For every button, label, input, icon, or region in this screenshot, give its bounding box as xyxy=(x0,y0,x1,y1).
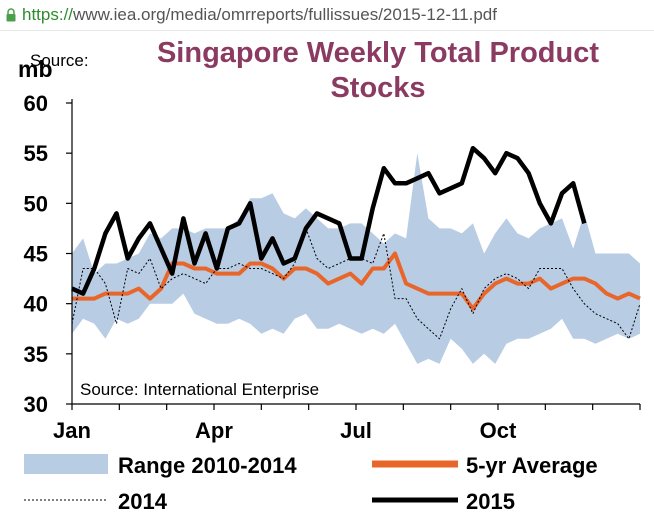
y-tick-label: 40 xyxy=(24,292,48,317)
series-2015-line xyxy=(71,145,587,296)
chart-title-line2: Stocks xyxy=(330,72,425,104)
url-path: www.iea.org/media/omrreports/fullissues/… xyxy=(73,5,497,24)
url-text[interactable]: https://www.iea.org/media/omrreports/ful… xyxy=(22,5,497,25)
legend-label-2015: 2015 xyxy=(466,489,515,514)
y-tick-label: 35 xyxy=(24,342,48,367)
x-tick-label: Jul xyxy=(340,418,372,443)
y-tick-label: 50 xyxy=(24,191,48,216)
legend-label-range: Range 2010-2014 xyxy=(118,453,297,478)
x-tick-label: Oct xyxy=(480,418,517,443)
y-tick-label: 30 xyxy=(24,392,48,417)
lock-icon xyxy=(6,8,16,22)
series-lines-layer xyxy=(71,145,641,340)
top-source-note: Source: xyxy=(30,51,89,70)
legend-label-avg: 5-yr Average xyxy=(466,453,598,478)
five-year-average-line xyxy=(72,251,641,311)
source-note: Source: International Enterprise xyxy=(80,380,319,399)
y-tick-label: 55 xyxy=(24,141,48,166)
y-tick-label: 45 xyxy=(24,242,48,267)
legend-label-2014: 2014 xyxy=(118,489,168,514)
y-tick-label: 60 xyxy=(24,91,48,116)
stocks-chart: Singapore Weekly Total Product Stocks mb… xyxy=(18,37,641,514)
chart-title-line1: Singapore Weekly Total Product xyxy=(157,37,599,69)
y-axis-label: mb xyxy=(18,56,53,82)
axes-layer: 30 35 40 45 50 55 60 Jan Apr Jul Oct xyxy=(24,91,641,443)
browser-address-bar[interactable]: https://www.iea.org/media/omrreports/ful… xyxy=(0,0,654,31)
url-scheme: https:// xyxy=(22,5,74,24)
legend-swatch-range xyxy=(24,454,108,474)
x-tick-label: Apr xyxy=(195,418,233,443)
x-tick-label: Jan xyxy=(53,418,91,443)
